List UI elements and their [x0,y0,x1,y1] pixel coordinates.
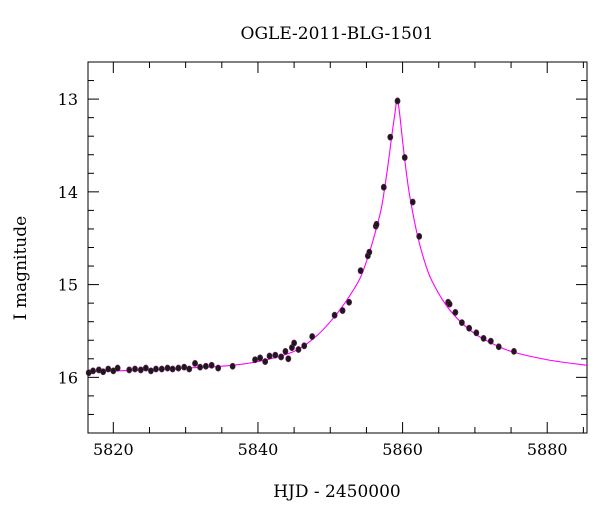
data-point [153,365,159,373]
data-point [357,267,364,275]
data-point [192,360,198,367]
data-point [164,364,171,372]
x-tick-label: 5840 [238,440,279,459]
data-point [416,232,423,240]
x-tick-label: 5880 [527,440,568,459]
data-point [511,347,517,355]
data-point [132,365,138,373]
data-point [148,367,154,375]
x-tick-label: 5860 [382,440,423,459]
data-point [373,220,380,228]
data-point [105,365,112,373]
data-point [487,337,494,345]
data-point [142,364,149,372]
data-point [282,347,289,355]
data-point [309,333,316,340]
y-tick-label: 13 [58,90,78,109]
data-point [466,324,473,332]
data-point [394,97,401,105]
data-point [186,365,193,373]
data-point [266,352,273,360]
data-point [114,364,121,372]
data-point [473,329,480,337]
x-axis-label: HJD - 2450000 [273,482,401,502]
data-point [387,133,394,141]
data-point [401,154,408,161]
data-point [181,363,188,371]
data-point [272,351,279,359]
data-point [257,354,264,362]
data-point [458,319,465,327]
data-point [229,362,236,370]
data-point [90,367,96,375]
data-point [100,368,107,376]
data-point [495,343,502,351]
data-point [126,366,133,374]
data-point [295,346,302,353]
data-point [285,355,292,363]
data-point [137,366,144,374]
data-point [215,364,222,372]
data-point [346,298,352,306]
plot-area: 5820 5840 5860 5880 13 14 15 16 [58,61,588,459]
data-point [452,309,459,316]
data-point [202,362,209,370]
x-tick-label: 5820 [93,440,134,459]
data-point [331,311,338,319]
data-point [446,300,453,308]
data-point [262,358,269,365]
data-point [208,361,215,369]
data-point [158,365,165,373]
data-point [175,364,182,372]
plot-frame [87,61,588,434]
chart-title: OGLE-2011-BLG-1501 [241,24,434,44]
y-axis-label: I magnitude [11,216,31,320]
data-point [278,353,284,361]
y-tick-label: 16 [58,368,78,387]
data-point [339,307,346,314]
y-tick-label: 15 [58,276,78,295]
data-point [409,198,416,206]
data-point [480,334,487,342]
data-point [291,339,298,347]
data-point [252,356,258,364]
data-point [380,183,387,191]
data-point [197,363,203,371]
data-point [301,342,308,350]
data-point [366,248,373,256]
data-point [169,365,176,373]
y-tick-label: 14 [58,183,78,202]
model-curve [87,100,588,373]
